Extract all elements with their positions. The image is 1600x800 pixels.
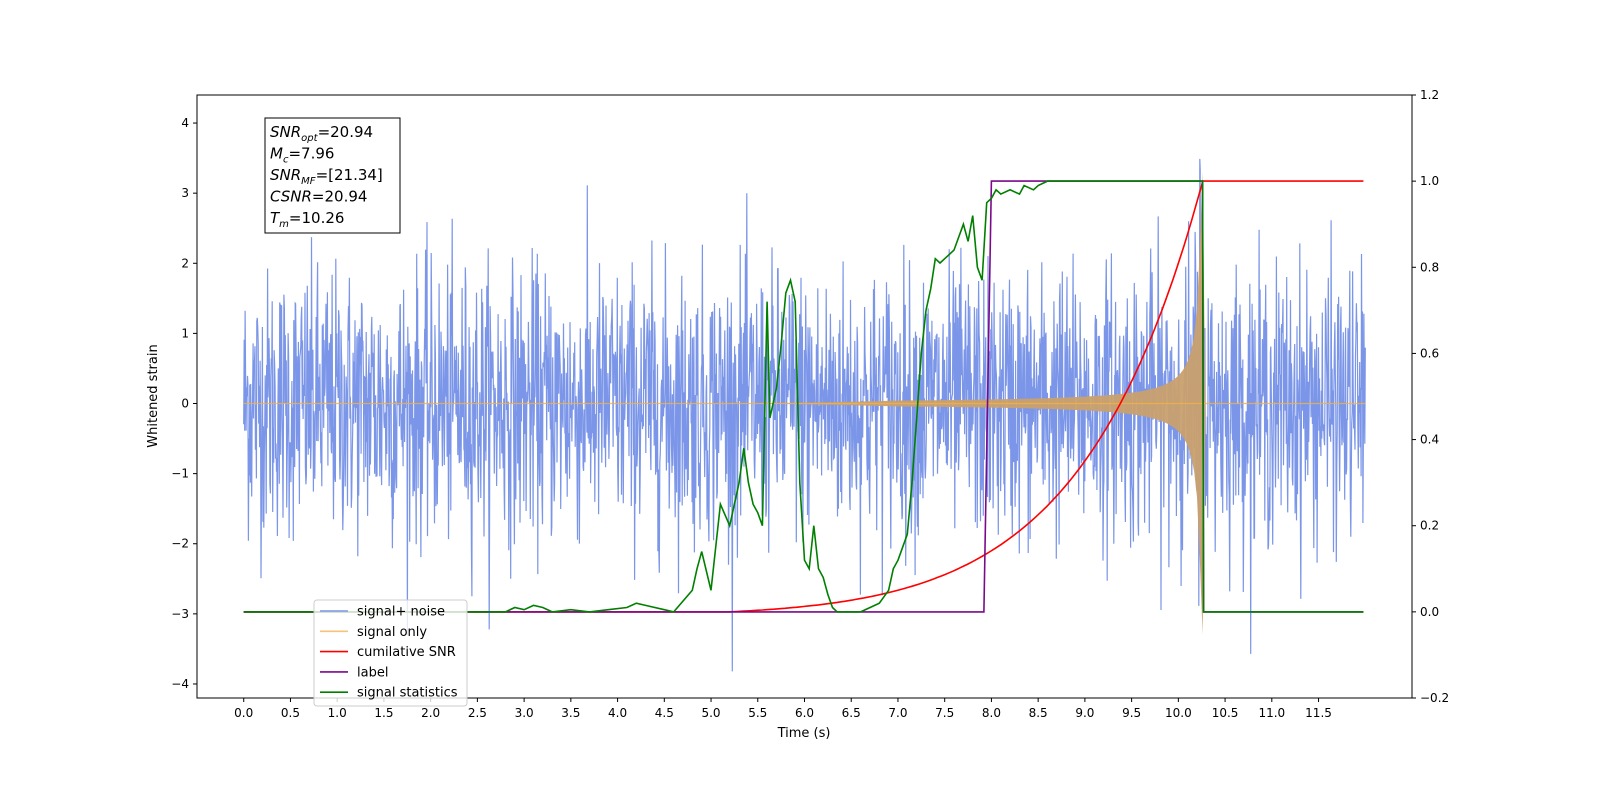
x-tick-label: 11.0: [1258, 706, 1285, 720]
y2-tick-label: 1.2: [1420, 88, 1439, 102]
y2-tick-label: 0.2: [1420, 519, 1439, 533]
x-axis-label: Time (s): [777, 726, 831, 741]
x-tick-label: 2.5: [468, 706, 487, 720]
y-tick-label: 0: [181, 397, 189, 411]
y-axis-label: Whitened strain: [146, 344, 161, 447]
x-tick-label: 5.0: [701, 706, 720, 720]
x-tick-label: 9.5: [1122, 706, 1141, 720]
legend-entry: label: [357, 665, 388, 680]
x-tick-label: 10.0: [1165, 706, 1192, 720]
x-tick-label: 2.0: [421, 706, 440, 720]
annotation-line: SNRopt=20.94: [270, 123, 373, 144]
x-tick-label: 0.5: [281, 706, 300, 720]
legend-entry: signal+ noise: [357, 605, 445, 620]
y2-tick-label: −0.2: [1420, 691, 1449, 705]
x-tick-label: 0.0: [234, 706, 253, 720]
legend-entry: cumilative SNR: [357, 645, 456, 660]
y2-tick-label: 0.6: [1420, 346, 1439, 360]
x-tick-label: 3.5: [561, 706, 580, 720]
y2-tick-label: 0.4: [1420, 433, 1439, 447]
x-axis: 0.0 0.5 1.0 1.5 2.0 2.5 3.0 3.5 4.0 4.5 5.0 5.5 6.0 6…: [234, 698, 1332, 720]
y-tick-label: 3: [181, 186, 189, 200]
stats-annotation-box: SNRopt=20.94Mc=7.96SNRMF=[21.34]CSNR=20.…: [264, 117, 401, 234]
y-tick-label: −4: [171, 677, 189, 691]
y-tick-label: −2: [171, 537, 189, 551]
y-tick-label: 2: [181, 256, 189, 270]
legend-entry: signal statistics: [357, 686, 458, 701]
legend: signal+ noise signal only cumilative SNR la…: [313, 599, 468, 707]
x-tick-label: 7.5: [935, 706, 954, 720]
x-tick-label: 6.0: [795, 706, 814, 720]
x-tick-label: 3.0: [515, 706, 534, 720]
y-tick-label: 1: [181, 326, 189, 340]
y2-tick-label: 1.0: [1420, 174, 1439, 188]
y-axis-right: −0.2 0.0 0.2 0.4 0.6 0.8 1.0 1.2: [1412, 88, 1449, 705]
x-tick-label: 1.0: [328, 706, 347, 720]
legend-frame: [313, 599, 468, 707]
x-tick-label: 4.0: [608, 706, 627, 720]
x-tick-label: 8.5: [1029, 706, 1048, 720]
annotation-line: SNRMF=[21.34]: [270, 166, 383, 187]
legend-entry: signal only: [357, 625, 427, 640]
x-tick-label: 1.5: [374, 706, 393, 720]
x-tick-label: 4.5: [655, 706, 674, 720]
annotation-line: Mc=7.96: [270, 145, 334, 166]
y-tick-label: 4: [181, 116, 189, 130]
x-tick-label: 9.0: [1075, 706, 1094, 720]
annotation-line: CSNR=20.94: [270, 188, 367, 206]
y2-tick-label: 0.8: [1420, 260, 1439, 274]
x-tick-label: 10.5: [1212, 706, 1239, 720]
y2-tick-label: 0.0: [1420, 605, 1439, 619]
annotation-frame: [264, 117, 401, 234]
y-tick-label: −3: [171, 607, 189, 621]
x-tick-label: 11.5: [1305, 706, 1332, 720]
y-axis-left: −4 −3 −2 −1 0 1 2 3 4: [171, 116, 197, 691]
annotation-line: Tm=10.26: [270, 209, 344, 230]
x-tick-label: 7.0: [888, 706, 907, 720]
x-tick-label: 5.5: [748, 706, 767, 720]
series-line-signal-statistics: [243, 180, 1364, 613]
x-tick-label: 8.0: [982, 706, 1001, 720]
y-tick-label: −1: [171, 467, 189, 481]
series-line-signal-noise: [243, 158, 1366, 672]
x-tick-label: 6.5: [842, 706, 861, 720]
